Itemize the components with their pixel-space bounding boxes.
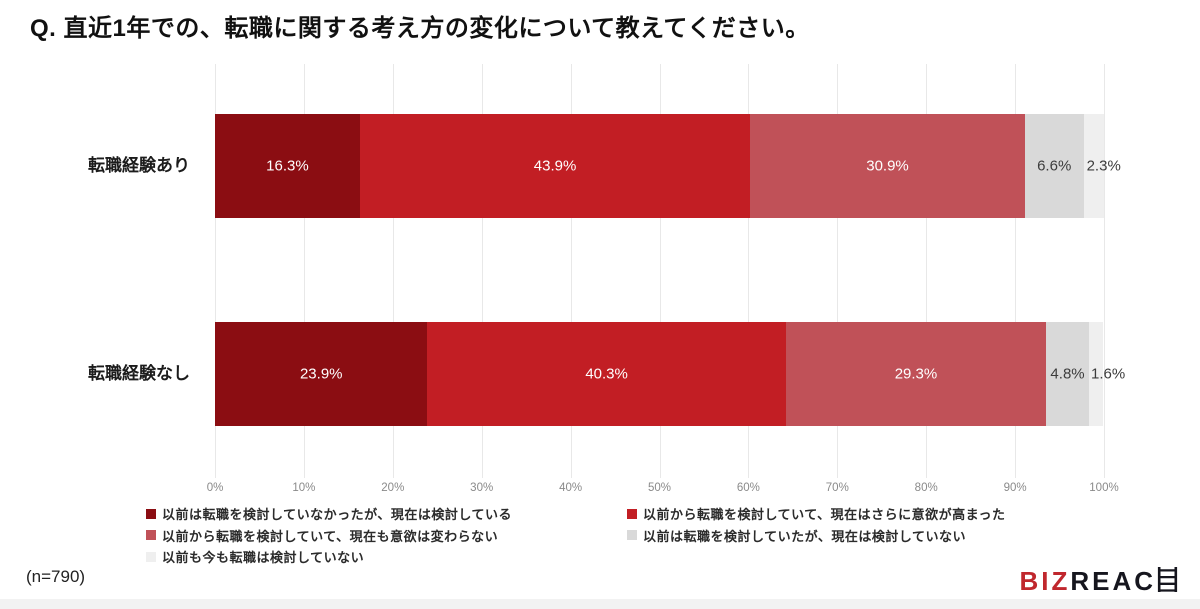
legend-item: 以前から転職を検討していて、現在も意欲は変わらない bbox=[146, 525, 512, 547]
bar-segment: 2.3% bbox=[1083, 114, 1121, 218]
bar-segment-value-label: 6.6% bbox=[1037, 157, 1072, 175]
legend-label: 以前から転職を検討していて、現在はさらに意欲が高まった bbox=[643, 507, 1006, 523]
gridline bbox=[481, 64, 483, 478]
x-axis-tick-label: 40% bbox=[559, 482, 583, 494]
bar-segment: 40.3% bbox=[427, 322, 786, 426]
x-axis-tick-label: 90% bbox=[1003, 482, 1027, 494]
legend-item: 以前から転職を検討していて、現在はさらに意欲が高まった bbox=[627, 503, 1006, 525]
x-axis-tick-label: 70% bbox=[825, 482, 849, 494]
bar-segment-value-label: 29.3% bbox=[894, 365, 938, 383]
legend-swatch bbox=[627, 508, 637, 519]
gridline bbox=[392, 64, 394, 478]
legend-item: 以前は転職を検討していたが、現在は検討していない bbox=[627, 525, 1006, 547]
legend-column-1: 以前は転職を検討していなかったが、現在は検討している 以前から転職を検討していて、… bbox=[146, 503, 512, 568]
legend-swatch bbox=[146, 508, 156, 519]
bar-segment: 6.6% bbox=[1024, 114, 1084, 218]
plot-area: 0% 10% 20% 30% 40% 50% 60% 70% 80% 90% 100% 16.3% 43… bbox=[207, 64, 1125, 494]
gridline bbox=[215, 64, 216, 478]
legend-label: 以前から転職を検討していて、現在も意欲は変わらない bbox=[162, 528, 499, 544]
logo-biz: BIZ bbox=[1019, 566, 1071, 596]
x-axis-tick-label: 50% bbox=[647, 482, 672, 494]
legend-column-2: 以前から転職を検討していて、現在はさらに意欲が高まった 以前は転職を検討していたが… bbox=[627, 503, 1006, 546]
legend-label: 以前は転職を検討していなかったが、現在は検討している bbox=[162, 507, 512, 523]
bar-segment: 29.3% bbox=[785, 322, 1047, 426]
x-axis-tick-label: 0% bbox=[206, 482, 224, 494]
legend-swatch bbox=[146, 551, 156, 562]
legend-swatch bbox=[627, 530, 637, 541]
category-label: 転職経験なし bbox=[88, 364, 190, 383]
gridline bbox=[926, 64, 928, 478]
bar-segment-value-label: 40.3% bbox=[585, 365, 628, 383]
bar-segment-value-label: 23.9% bbox=[299, 365, 343, 383]
bar-segment-value-label: 4.8% bbox=[1050, 365, 1085, 383]
bar-segment: 4.8% bbox=[1046, 322, 1089, 426]
bar-segment: 23.9% bbox=[215, 322, 428, 426]
bar-segment: 1.6% bbox=[1088, 322, 1125, 426]
logo-reach: REAC bbox=[1070, 566, 1156, 596]
ladder-h-icon bbox=[1157, 567, 1178, 597]
gridline bbox=[659, 64, 661, 478]
sample-size-note: (n=790) bbox=[26, 567, 86, 586]
bar-segment-value-label: 43.9% bbox=[533, 157, 577, 175]
legend-item: 以前は転職を検討していなかったが、現在は検討している bbox=[146, 503, 512, 525]
gridline bbox=[837, 64, 839, 478]
page-title: Q. 直近1年での、転職に関する考え方の変化について教えてください。 bbox=[30, 15, 810, 42]
gridline bbox=[303, 64, 305, 478]
bar-segment: 16.3% bbox=[215, 114, 360, 218]
bar-segment-value-label: 16.3% bbox=[266, 157, 309, 175]
legend-item: 以前も今も転職は検討していない bbox=[146, 546, 512, 568]
x-axis-tick-label: 100% bbox=[1089, 482, 1119, 494]
x-axis-tick-label: 60% bbox=[736, 482, 760, 494]
bar-row: 23.9% 40.3% 29.3% 4.8% 1.6% bbox=[215, 322, 1125, 426]
gridline bbox=[1104, 64, 1105, 478]
bar-segment-value-label: 1.6% bbox=[1091, 365, 1126, 383]
legend-label: 以前は転職を検討していたが、現在は検討していない bbox=[643, 528, 966, 544]
category-label: 転職経験あり bbox=[88, 156, 190, 175]
bar-segment-value-label: 30.9% bbox=[866, 157, 909, 175]
gridline bbox=[570, 64, 572, 478]
page-bottom-edge bbox=[0, 599, 1200, 609]
bar-segment: 30.9% bbox=[750, 114, 1025, 218]
x-axis-tick-label: 10% bbox=[292, 482, 316, 494]
legend: 以前は転職を検討していなかったが、現在は検討している 以前から転職を検討していて、… bbox=[0, 503, 1200, 569]
bar-row: 16.3% 43.9% 30.9% 6.6% 2.3% bbox=[215, 114, 1121, 218]
gridline bbox=[748, 64, 750, 478]
gridline bbox=[1015, 64, 1017, 478]
bar-segment-value-label: 2.3% bbox=[1086, 157, 1121, 175]
legend-swatch bbox=[146, 530, 156, 541]
legend-label: 以前も今も転職は検討していない bbox=[162, 550, 365, 566]
x-axis-tick-label: 80% bbox=[914, 482, 938, 494]
x-axis-tick-label: 30% bbox=[470, 482, 494, 494]
bizreach-logo: BIZ REAC bbox=[1019, 565, 1178, 597]
x-axis-tick-label: 20% bbox=[381, 482, 405, 494]
bar-segment: 43.9% bbox=[359, 114, 751, 218]
